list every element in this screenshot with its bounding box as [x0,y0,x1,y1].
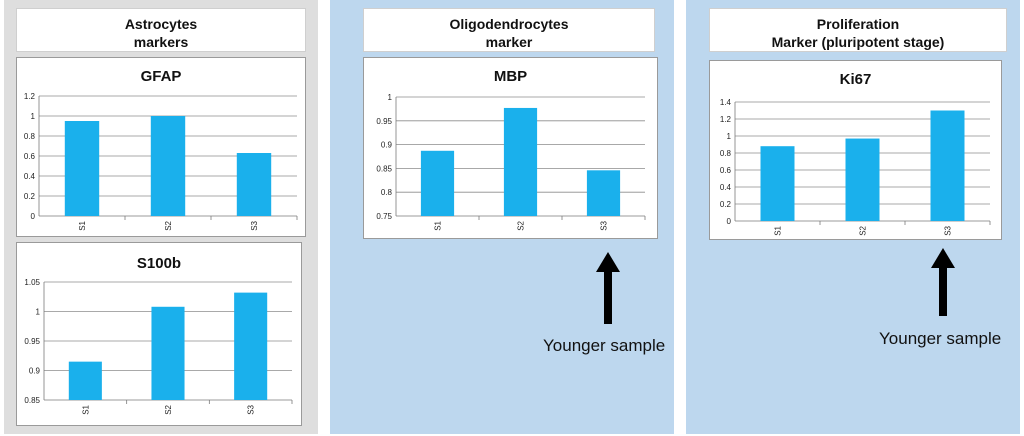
s100b-chart-title: S100b [136,255,182,272]
ki67-chart-svg: 0 0.2 0.4 0.6 0.8 1 1.2 1.4 S1 S2 S3 [720,98,991,236]
gfap-xtick-label: S3 [250,220,259,230]
s100b-ytick-label: 1.05 [24,278,40,287]
mbp-ytick-label: 0.9 [381,141,393,150]
gfap-ytick-label: 1 [31,112,36,121]
ki67-chart: Ki67 0 0.2 0.4 0.6 0.8 1 1.2 1.4 S1 S2 S3 [709,60,1002,240]
gfap-ytick-label: 0.4 [24,172,36,181]
ki67-ytick-label: 0.6 [720,166,732,175]
mbp-younger-sample-note: Younger sample [543,336,666,355]
mbp-bar-s2 [503,107,538,216]
proliferation-header-line1: Proliferation [816,16,900,32]
s100b-xtick-label: S1 [81,404,90,414]
gfap-bar-s3 [236,153,272,216]
mbp-chart: MBP 0.75 0.8 0.85 0.9 0.95 1 S1 S2 S3 [363,57,658,239]
gfap-chart: GFAP 0 0.2 0.4 0.6 0.8 1 1.2 S1 S2 S3 [16,57,306,237]
astrocytes-header-line2: markers [133,34,189,50]
s100b-chart: S100b 0.85 0.9 0.95 1 1.05 S1 S2 S3 [16,242,302,426]
mbp-ytick-label: 0.85 [376,164,392,173]
gfap-ytick-label: 0 [31,212,36,221]
s100b-bar-s3 [234,292,268,400]
gfap-ytick-label: 0.6 [24,152,36,161]
gfap-xtick-label: S1 [78,220,87,230]
s100b-bar-s1 [68,361,102,400]
mbp-ytick-label: 1 [388,93,393,102]
gfap-bar-s2 [150,116,186,216]
ki67-bar-s3 [930,110,965,221]
proliferation-header-line2: Marker (pluripotent stage) [771,34,945,50]
mbp-chart-title: MBP [493,68,528,85]
ki67-xtick-label: S1 [774,225,783,235]
mbp-bar-s3 [586,170,621,216]
gfap-xtick-label: S2 [164,220,173,230]
gfap-ytick-label: 0.2 [24,192,36,201]
ki67-ytick-label: 1 [727,132,732,141]
astrocytes-header: Astrocytes markers [16,8,306,52]
ki67-ytick-label: 0.8 [720,149,732,158]
mbp-ytick-label: 0.95 [376,117,392,126]
mbp-xtick-label: S2 [517,220,526,230]
mbp-chart-svg: 0.75 0.8 0.85 0.9 0.95 1 S1 S2 S3 [376,93,646,231]
mbp-ytick-label: 0.8 [381,188,393,197]
ki67-younger-sample-note: Younger sample [879,329,1002,348]
s100b-chart-svg: 0.85 0.9 0.95 1 1.05 S1 S2 S3 [24,278,293,415]
ki67-ytick-label: 0.2 [720,200,732,209]
s100b-ytick-label: 0.95 [24,337,40,346]
up-arrow-icon [931,248,955,316]
s100b-xtick-label: S2 [164,404,173,414]
gfap-chart-svg: 0 0.2 0.4 0.6 0.8 1 1.2 S1 S2 S3 [24,92,298,231]
ki67-ytick-label: 0.4 [720,183,732,192]
gfap-bar-s1 [64,121,100,216]
oligodendrocytes-header: Oligodendrocytes marker [363,8,655,52]
ki67-xtick-label: S3 [944,225,953,235]
oligodendrocytes-header-line2: marker [485,34,533,50]
ki67-bar-s2 [845,138,880,221]
s100b-ytick-label: 1 [36,308,41,317]
s100b-ytick-label: 0.9 [29,367,41,376]
ki67-ytick-label: 0 [727,217,732,226]
up-arrow-icon [596,252,620,324]
ki67-ytick-label: 1.4 [720,98,732,107]
astrocytes-header-line1: Astrocytes [124,16,198,32]
oligodendrocytes-header-line1: Oligodendrocytes [449,16,569,32]
mbp-ytick-label: 0.75 [376,212,392,221]
gfap-chart-title: GFAP [140,68,182,85]
ki67-bar-s1 [760,146,795,221]
mbp-xtick-label: S3 [600,220,609,230]
mbp-xtick-label: S1 [434,220,443,230]
ki67-chart-title: Ki67 [839,71,872,88]
ki67-ytick-label: 1.2 [720,115,732,124]
s100b-ytick-label: 0.85 [24,396,40,405]
s100b-xtick-label: S3 [247,404,256,414]
gfap-ytick-label: 1.2 [24,92,36,101]
ki67-xtick-label: S2 [859,225,868,235]
s100b-bar-s2 [151,306,185,400]
gfap-ytick-label: 0.8 [24,132,36,141]
mbp-bar-s1 [420,150,455,216]
proliferation-header: Proliferation Marker (pluripotent stage) [709,8,1007,52]
